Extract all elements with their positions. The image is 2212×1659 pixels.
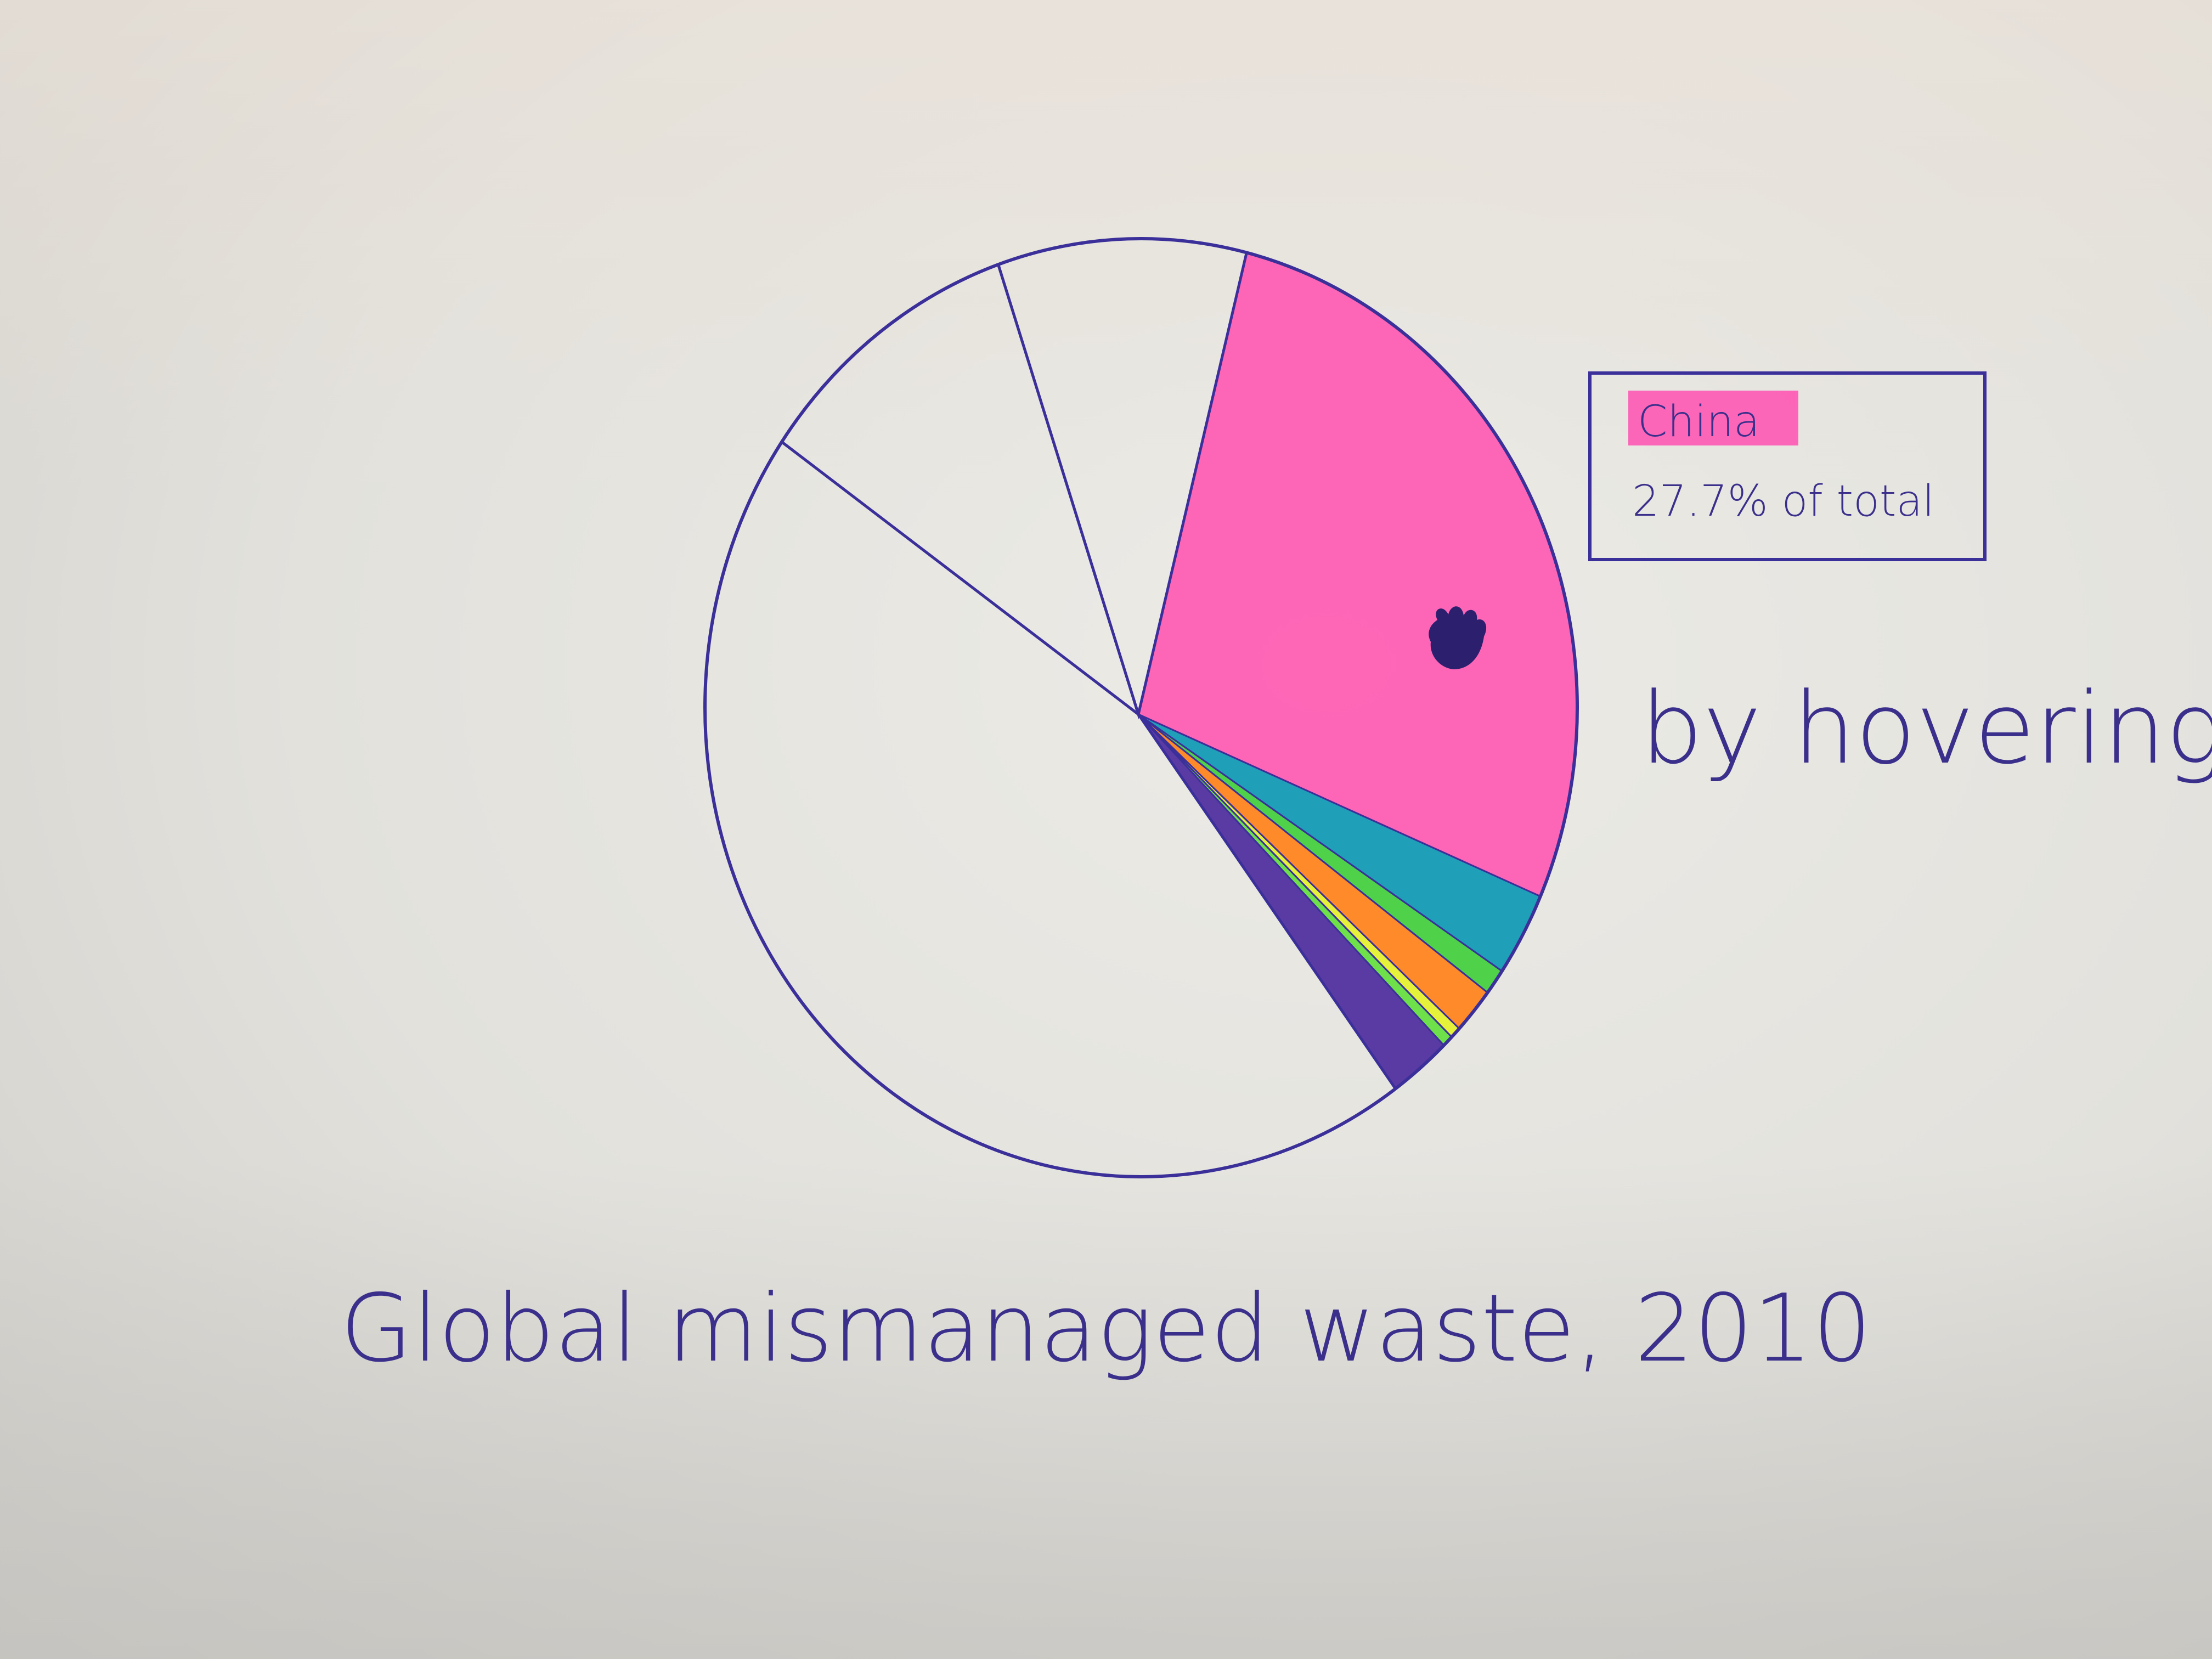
- pie-slices: [703, 237, 1578, 1178]
- tooltip: China 27.7% of total: [1588, 371, 1987, 561]
- tooltip-label-highlight: [1628, 391, 1798, 445]
- chart-title: Global mismanaged waste, 2010: [340, 1274, 1872, 1383]
- pie-slice-9[interactable]: [780, 262, 1141, 718]
- tooltip-value: 27.7% of total: [1632, 477, 1934, 526]
- annotation-text: by hovering: [1640, 672, 2212, 786]
- pie-outline: [703, 237, 1579, 1178]
- tooltip-box: [1588, 371, 1987, 561]
- tooltip-label: China: [1638, 397, 1760, 447]
- hand-cursor-icon: [1429, 606, 1487, 669]
